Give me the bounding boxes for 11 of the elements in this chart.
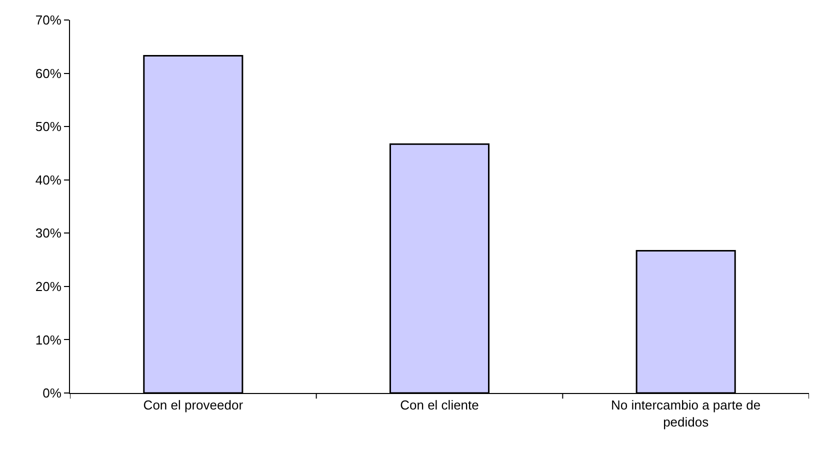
x-tick-label: Con el proveedor (143, 398, 244, 413)
y-tick-label: 20% (35, 278, 62, 294)
y-tick-label: 60% (35, 66, 62, 81)
y-tick-label: 0% (42, 386, 62, 401)
y-tick-label: 40% (35, 172, 62, 188)
x-tick-label: No intercambio a parte de pedidos (611, 398, 761, 430)
y-tick-label: 70% (35, 12, 62, 28)
x-tick-label: Con el cliente (400, 398, 479, 413)
y-tick-label: 30% (35, 226, 62, 241)
y-tick-label: 10% (35, 332, 62, 348)
y-tick-label: 50% (35, 119, 62, 134)
